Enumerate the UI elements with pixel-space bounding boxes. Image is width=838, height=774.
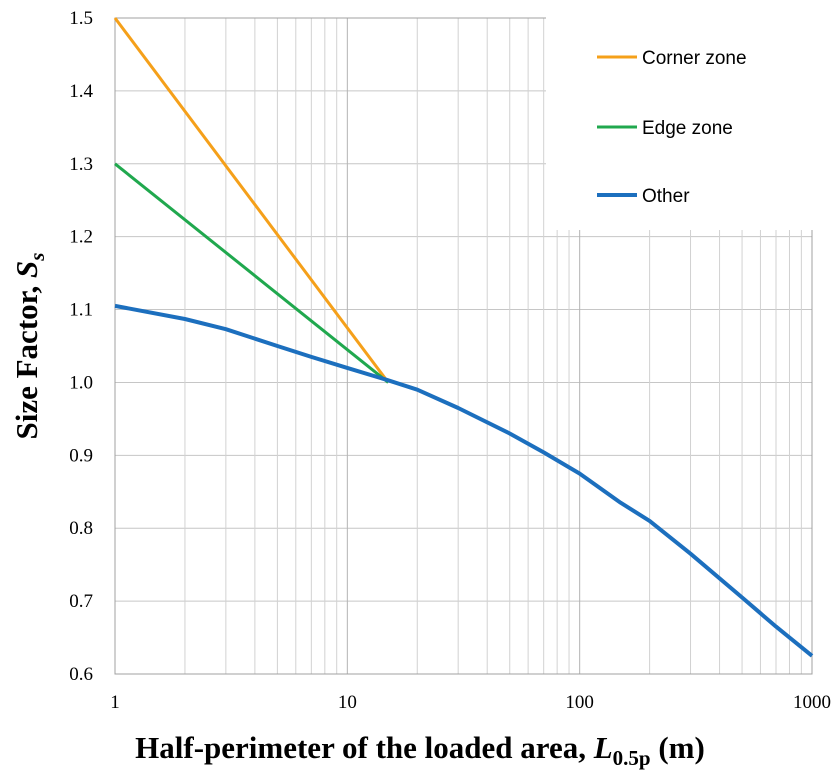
y-axis-title-subscript: s <box>25 253 49 262</box>
y-tick-label: 0.6 <box>69 664 93 685</box>
series-line-edge-zone <box>114 162 390 384</box>
x-tick-label: 10 <box>338 692 357 713</box>
x-tick-label: 1 <box>110 692 120 713</box>
plot-frame <box>114 17 813 675</box>
legend-label-corner-zone: Corner zone <box>642 48 747 69</box>
x-axis-title: Half-perimeter of the loaded area, L0.5p… <box>135 730 705 770</box>
x-axis-title-main: Half-perimeter of the loaded area, <box>135 730 594 765</box>
y-axis-title-main: Size Factor, <box>9 278 44 440</box>
y-tick-label: 0.7 <box>69 591 93 612</box>
legend: Corner zone Edge zone Other <box>546 5 814 230</box>
y-tick-label: 1.3 <box>69 154 93 175</box>
y-tick-label: 1.0 <box>69 372 93 393</box>
y-tick-label: 1.5 <box>69 8 93 29</box>
legend-label-edge-zone: Edge zone <box>642 118 733 139</box>
legend-label-other: Other <box>642 186 690 207</box>
x-axis-title-symbol: L <box>593 730 613 765</box>
y-tick-label: 1.4 <box>69 81 93 102</box>
tick-labels: 0.6 0.7 0.8 0.9 1.0 1.1 1.2 1.3 1.4 1.5 1 10 100 1000 <box>69 8 831 713</box>
legend-background <box>546 5 814 230</box>
series-line-corner-zone <box>113 17 390 384</box>
x-axis-title-unit: (m) <box>651 730 705 765</box>
y-axis-title: Size Factor, Ss <box>9 253 49 440</box>
x-tick-label: 100 <box>565 692 594 713</box>
series-layer <box>113 17 814 658</box>
y-tick-label: 0.8 <box>69 518 93 539</box>
series-line-other <box>114 303 814 658</box>
x-axis-title-subscript: 0.5p <box>613 746 651 770</box>
y-tick-label: 1.1 <box>69 300 93 321</box>
x-tick-label: 1000 <box>793 692 831 713</box>
y-tick-label: 0.9 <box>69 445 93 466</box>
grid <box>114 17 813 675</box>
y-axis-title-symbol: S <box>9 261 44 278</box>
y-tick-label: 1.2 <box>69 227 93 248</box>
